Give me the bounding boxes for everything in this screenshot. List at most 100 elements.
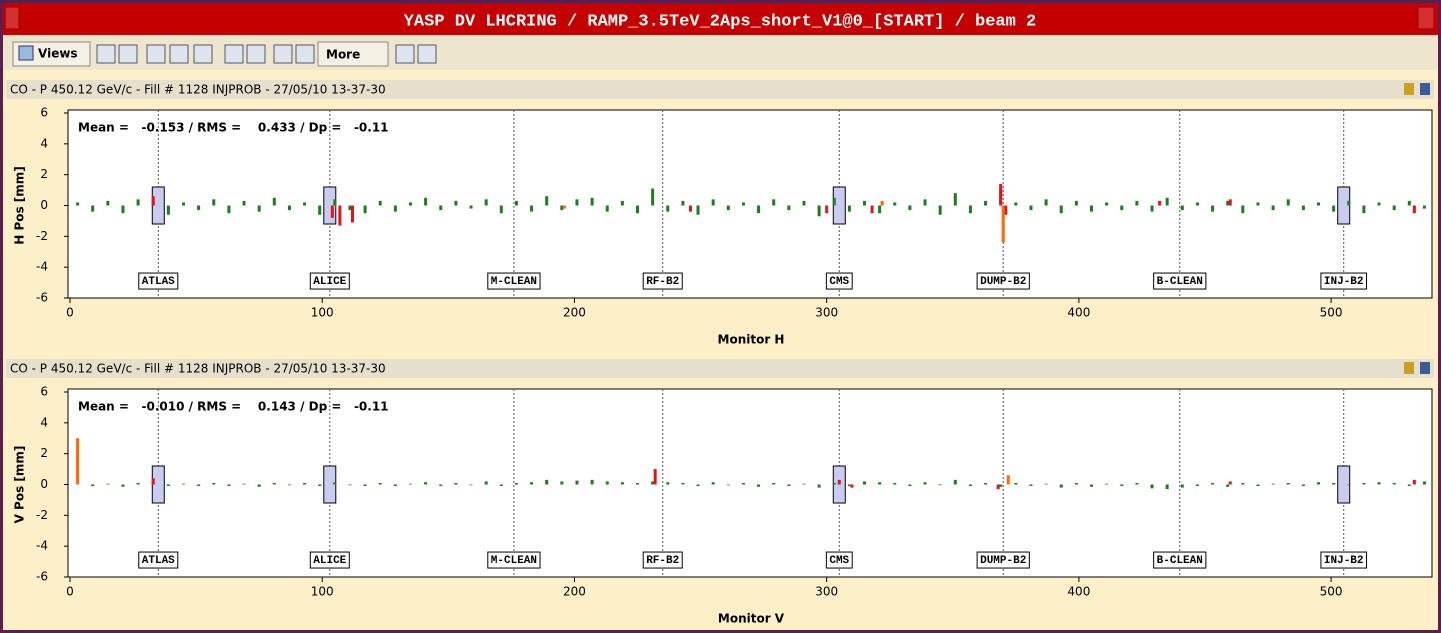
tool-icon[interactable] — [169, 44, 189, 64]
tool-icon[interactable] — [193, 44, 213, 64]
bar — [1059, 205, 1063, 214]
tool-icon[interactable] — [146, 44, 166, 64]
bar — [91, 484, 95, 487]
x-tick-label: 100 — [311, 585, 334, 599]
bar — [1044, 483, 1048, 485]
panel-icon[interactable] — [1404, 83, 1414, 95]
x-tick-label: 0 — [66, 585, 74, 599]
more-button[interactable] — [317, 41, 389, 67]
bar — [681, 482, 685, 485]
panel-header — [6, 80, 1434, 99]
tool-icon[interactable] — [295, 44, 315, 64]
bar — [772, 199, 776, 206]
bar — [1256, 484, 1260, 487]
tool-icon[interactable] — [96, 44, 116, 64]
bar — [469, 205, 473, 209]
bar — [726, 484, 730, 486]
bar — [696, 205, 700, 215]
tool-icon[interactable] — [224, 44, 244, 64]
bar — [1074, 482, 1078, 485]
bar — [878, 482, 882, 485]
marker-label-box — [1153, 551, 1207, 569]
panel-icon[interactable] — [1420, 83, 1430, 95]
bar — [681, 200, 685, 206]
bar — [1241, 482, 1245, 485]
x-tick-label: 100 — [311, 306, 334, 320]
bar — [651, 481, 655, 485]
bar — [1412, 479, 1416, 485]
bar — [1392, 482, 1396, 485]
window-close[interactable] — [1417, 6, 1435, 30]
bar — [1195, 484, 1199, 487]
marker-label: DUMP-B2 — [980, 555, 1026, 567]
marker-label-box — [642, 551, 683, 569]
bar — [1392, 205, 1396, 211]
bar — [227, 484, 231, 487]
y-tick-label: 2 — [40, 167, 48, 181]
marker-label: B-CLEAN — [1157, 276, 1203, 288]
bar — [545, 196, 549, 206]
marker-label: CMS — [829, 276, 849, 288]
bar — [908, 205, 912, 211]
bar — [999, 183, 1003, 206]
stats: Mean = -0.010 / RMS = 0.143 / Dp = -0.11 — [78, 400, 389, 414]
panel-title: CO - P 450.12 GeV/c - Fill # 1128 INJPRO… — [10, 83, 386, 97]
bar — [1241, 205, 1245, 214]
panel-icon[interactable] — [1404, 362, 1414, 374]
x-tick-label: 400 — [1067, 585, 1090, 599]
tool-icon[interactable] — [118, 44, 138, 64]
bar — [968, 205, 972, 214]
marker-label-box — [138, 272, 179, 290]
bar — [287, 484, 291, 486]
bar — [272, 197, 276, 206]
title-bar — [3, 3, 1438, 35]
tool-icon[interactable] — [417, 44, 437, 64]
bar — [1001, 205, 1005, 243]
x-tick-label: 200 — [563, 585, 586, 599]
bar — [1014, 202, 1018, 206]
bar — [1271, 483, 1275, 485]
bar — [514, 482, 518, 485]
bar — [1090, 205, 1093, 212]
x-tick-label: 400 — [1067, 306, 1090, 320]
bar — [257, 484, 261, 487]
bar — [333, 482, 337, 485]
bar — [1006, 475, 1010, 485]
bar — [863, 481, 866, 485]
more-label: More — [326, 48, 360, 62]
tool-icon[interactable] — [273, 44, 293, 64]
bar — [880, 200, 884, 206]
marker-label: CMS — [829, 555, 849, 567]
bar — [106, 200, 110, 206]
window-menu[interactable] — [4, 6, 20, 30]
bar — [620, 482, 624, 485]
bar — [832, 482, 836, 485]
marker-label: INJ-B2 — [1324, 276, 1364, 288]
panel-icon[interactable] — [1420, 362, 1430, 374]
y-tick-label: 4 — [40, 415, 48, 429]
y-tick-label: 6 — [40, 385, 48, 399]
bar — [182, 483, 185, 485]
bar — [499, 484, 503, 487]
bar — [1422, 205, 1426, 209]
bar — [287, 205, 291, 211]
bar — [1165, 197, 1169, 206]
bar — [212, 199, 216, 206]
bar — [76, 202, 80, 206]
bar — [136, 199, 140, 206]
marker-label-box — [1320, 551, 1368, 569]
marker-label-box — [825, 272, 853, 290]
bar — [1286, 482, 1290, 485]
tool-icon[interactable] — [246, 44, 266, 64]
views-icon — [18, 45, 34, 61]
toolbar — [3, 36, 1438, 70]
y-axis-label: V Pos [mm] — [13, 446, 27, 524]
bar — [825, 205, 829, 214]
bar — [1377, 482, 1381, 485]
bar — [653, 469, 657, 485]
bar — [1044, 199, 1048, 206]
bar — [636, 482, 639, 485]
bar — [318, 205, 322, 215]
marker-label-box — [1153, 272, 1207, 290]
tool-icon[interactable] — [395, 44, 415, 64]
